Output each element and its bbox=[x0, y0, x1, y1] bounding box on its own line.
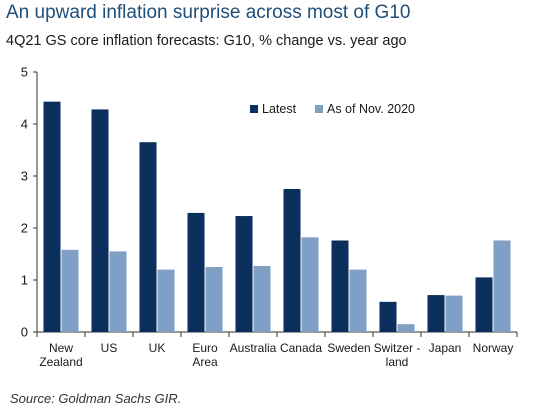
y-tick-label: 3 bbox=[21, 169, 28, 184]
bar-nov-2020 bbox=[493, 240, 511, 332]
bar-latest bbox=[235, 216, 253, 332]
x-tick-label: New bbox=[49, 341, 73, 355]
bar-nov-2020 bbox=[109, 251, 127, 332]
chart-subtitle: 4Q21 GS core inflation forecasts: G10, %… bbox=[6, 33, 407, 49]
bar-latest bbox=[331, 240, 349, 332]
bar-nov-2020 bbox=[301, 237, 319, 332]
bars bbox=[43, 101, 511, 332]
source-note: Source: Goldman Sachs GIR. bbox=[10, 391, 182, 406]
x-tick-label: Canada bbox=[280, 341, 322, 355]
x-tick-label: Area bbox=[192, 355, 218, 369]
bar-latest bbox=[43, 101, 61, 332]
bar-latest bbox=[427, 295, 445, 332]
x-tick-label: UK bbox=[149, 341, 166, 355]
bar-nov-2020 bbox=[61, 249, 79, 332]
x-tick-label: Norway bbox=[473, 341, 514, 355]
x-tick-label: Japan bbox=[429, 341, 462, 355]
x-tick-label: Australia bbox=[230, 341, 277, 355]
bar-latest bbox=[139, 142, 157, 332]
x-tick-label: US bbox=[101, 341, 118, 355]
bar-nov-2020 bbox=[253, 265, 271, 332]
bar-latest bbox=[283, 189, 301, 332]
x-tick-label: Sweden bbox=[327, 341, 370, 355]
x-tick-label: Euro bbox=[192, 341, 218, 355]
bar-latest bbox=[187, 212, 205, 332]
chart-title: An upward inflation surprise across most… bbox=[6, 2, 411, 23]
x-tick-label: Switzer - bbox=[374, 341, 421, 355]
y-tick-label: 1 bbox=[21, 273, 28, 288]
legend-swatch bbox=[250, 105, 258, 113]
bar-nov-2020 bbox=[205, 267, 223, 332]
bar-nov-2020 bbox=[157, 269, 175, 332]
legend: Latest As of Nov. 2020 bbox=[250, 102, 415, 116]
y-tick-label: 5 bbox=[21, 65, 28, 80]
legend-label: Latest bbox=[262, 102, 297, 116]
bar-latest bbox=[379, 301, 397, 332]
x-tick-label: Zealand bbox=[39, 355, 82, 369]
y-tick-label: 4 bbox=[21, 117, 28, 132]
bar-nov-2020 bbox=[397, 324, 415, 332]
bar-latest bbox=[91, 109, 109, 332]
y-tick-label: 2 bbox=[21, 221, 28, 236]
y-tick-label: 0 bbox=[21, 325, 28, 340]
legend-label: As of Nov. 2020 bbox=[327, 102, 415, 116]
bar-nov-2020 bbox=[349, 269, 367, 332]
legend-swatch bbox=[315, 105, 323, 113]
x-tick-label: land bbox=[386, 355, 409, 369]
bar-nov-2020 bbox=[445, 295, 463, 332]
bar-latest bbox=[475, 277, 493, 332]
